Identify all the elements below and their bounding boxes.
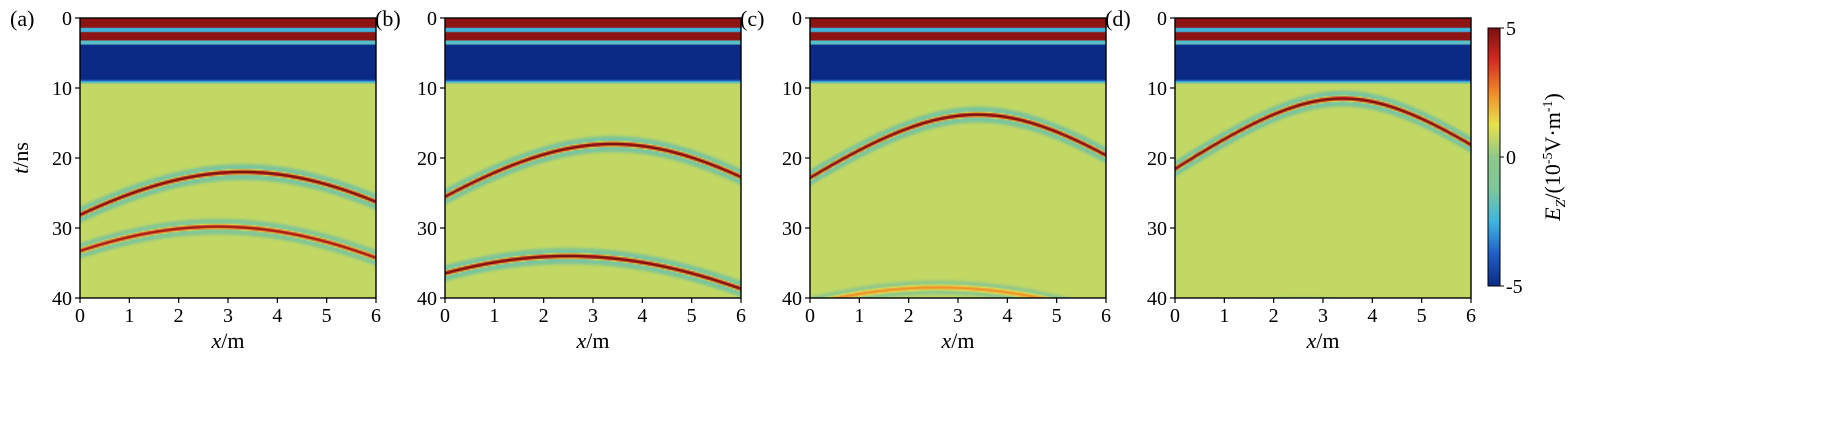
y-tick-label: 40 [52, 288, 72, 310]
heatmap-image [1175, 18, 1471, 298]
colorbar-label: EZ/(10-5V·m-1) [1540, 93, 1569, 222]
y-tick-label: 20 [52, 148, 72, 170]
x-tick-label: 2 [1269, 305, 1279, 327]
x-tick-label: 0 [440, 305, 450, 327]
x-tick-label: 5 [687, 305, 697, 327]
y-tick-label: 20 [782, 148, 802, 170]
x-tick-label: 6 [1466, 305, 1476, 327]
x-tick-label: 3 [588, 305, 598, 327]
x-tick-label: 1 [489, 305, 499, 327]
y-tick-label: 20 [1147, 148, 1167, 170]
y-tick-label: 30 [782, 218, 802, 240]
x-tick-label: 2 [904, 305, 914, 327]
panel-d: (d) 0 1 2 3 4 5 6 0 10 20 30 40 x/m [1105, 6, 1476, 353]
panel-label: (b) [375, 6, 401, 31]
colorbar-tick-label: -5 [1506, 276, 1523, 298]
y-tick-label: 0 [427, 8, 437, 30]
x-axis-label: x/m [941, 328, 975, 353]
y-tick-label: 0 [62, 8, 72, 30]
panel-label: (a) [10, 6, 34, 31]
x-axis-label: x/m [1306, 328, 1340, 353]
y-tick-label: 10 [1147, 78, 1167, 100]
x-tick-label: 5 [1052, 305, 1062, 327]
heatmap-image [445, 18, 741, 298]
x-tick-label: 1 [1219, 305, 1229, 327]
x-tick-label: 3 [1318, 305, 1328, 327]
panel-label: (d) [1105, 6, 1131, 31]
x-tick-label: 2 [539, 305, 549, 327]
y-tick-label: 40 [417, 288, 437, 310]
x-tick-label: 4 [272, 305, 282, 327]
heatmap-image [80, 18, 376, 298]
colorbar-tick-label: 0 [1506, 147, 1516, 169]
x-tick-label: 3 [953, 305, 963, 327]
x-tick-label: 1 [124, 305, 134, 327]
heatmap-image [810, 18, 1106, 298]
y-tick-label: 30 [52, 218, 72, 240]
x-tick-label: 6 [371, 305, 381, 327]
y-tick-label: 30 [417, 218, 437, 240]
panel-label: (c) [740, 6, 764, 31]
colorbar-gradient [1487, 27, 1501, 287]
panel-c: (c) 0 1 2 3 4 5 6 0 10 20 30 40 x/m [740, 6, 1111, 353]
x-tick-label: 0 [805, 305, 815, 327]
y-axis-label: t/ns [8, 142, 33, 174]
x-tick-label: 4 [1002, 305, 1012, 327]
x-tick-label: 0 [1170, 305, 1180, 327]
y-tick-label: 40 [782, 288, 802, 310]
x-tick-label: 2 [174, 305, 184, 327]
panel-a: (a) 0 1 2 3 4 5 6 0 10 20 30 40 x/m t/ns [8, 6, 381, 353]
x-tick-label: 4 [637, 305, 647, 327]
y-tick-label: 10 [417, 78, 437, 100]
x-axis-label: x/m [576, 328, 610, 353]
y-tick-label: 40 [1147, 288, 1167, 310]
colorbar-tick-label: 5 [1506, 18, 1516, 40]
y-tick-label: 10 [782, 78, 802, 100]
panel-b: (b) 0 1 2 3 4 5 6 0 10 20 30 40 x/m [375, 6, 746, 353]
x-tick-label: 6 [1101, 305, 1111, 327]
x-tick-label: 3 [223, 305, 233, 327]
x-tick-label: 5 [1417, 305, 1427, 327]
x-tick-label: 4 [1367, 305, 1377, 327]
y-tick-label: 30 [1147, 218, 1167, 240]
x-tick-label: 5 [322, 305, 332, 327]
x-tick-label: 1 [854, 305, 864, 327]
x-axis-label: x/m [211, 328, 245, 353]
y-tick-label: 20 [417, 148, 437, 170]
y-tick-label: 0 [1157, 8, 1167, 30]
y-tick-label: 10 [52, 78, 72, 100]
y-tick-label: 0 [792, 8, 802, 30]
colorbar: 5 0 -5 EZ/(10-5V·m-1) [1487, 18, 1569, 298]
x-tick-label: 6 [736, 305, 746, 327]
x-tick-label: 0 [75, 305, 85, 327]
